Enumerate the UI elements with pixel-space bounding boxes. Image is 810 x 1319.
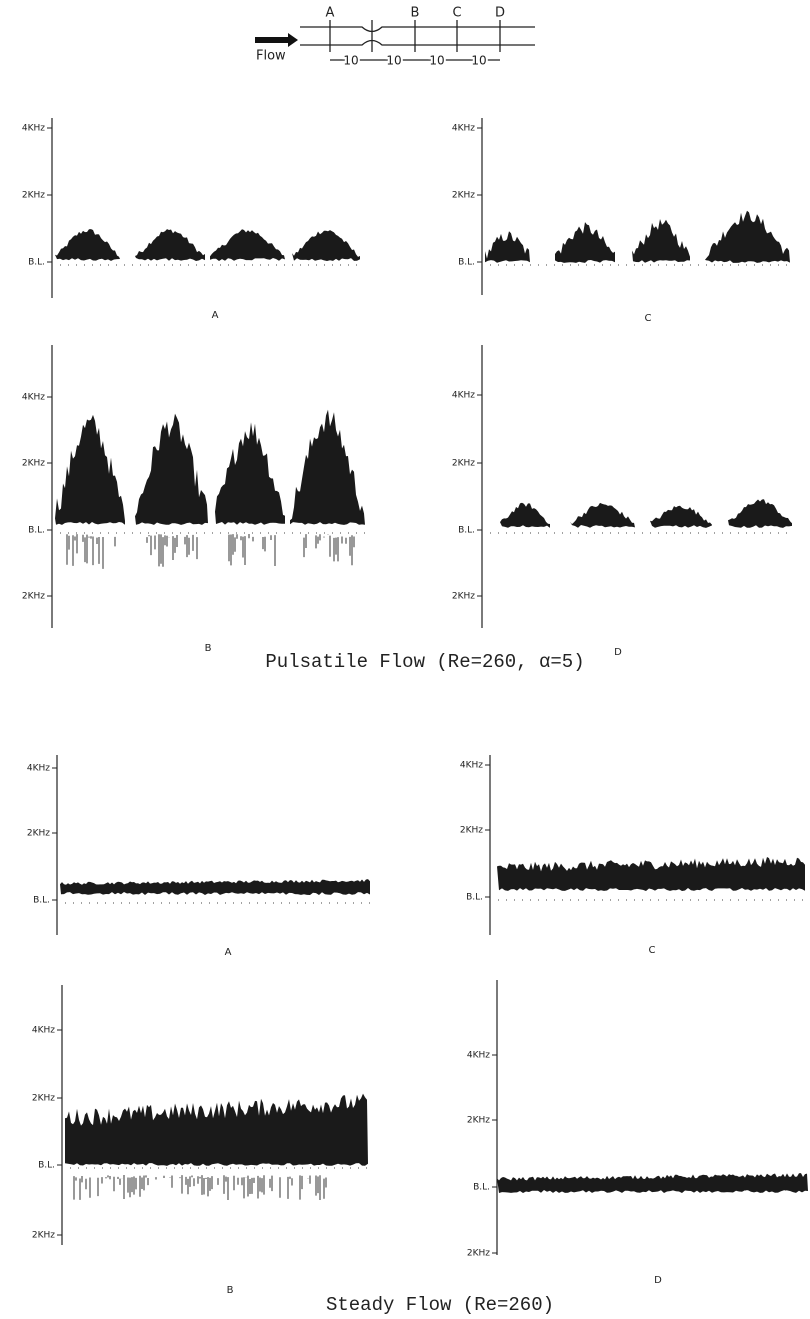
axis-label: B.L. [33, 896, 50, 906]
spectrum-trace [632, 219, 690, 263]
panel-letter: B [205, 643, 212, 654]
section-caption: Steady Flow (Re=260) [326, 1294, 554, 1316]
panel-letter: D [654, 1275, 662, 1286]
panel-letter: A [225, 947, 232, 958]
axis-label: 2KHz [467, 1249, 490, 1259]
spacing-label: 10 [386, 54, 401, 68]
axis-label: 4KHz [22, 393, 45, 403]
station-label: A [326, 6, 335, 21]
axis-label: 2KHz [22, 592, 45, 602]
axis-label: 2KHz [460, 826, 483, 836]
axis-label: B.L. [458, 526, 475, 536]
panel-letter: D [614, 647, 622, 658]
panel-letter: C [645, 313, 652, 324]
spectrum-trace [650, 505, 712, 528]
spectrum-trace [55, 229, 120, 261]
spectrum-trace [55, 414, 125, 525]
axis-label: 2KHz [22, 191, 45, 201]
stenosis-diagram [300, 20, 535, 61]
axis-label: B.L. [466, 893, 483, 903]
spectrum-panel: 4KHz 2KHz B.L. C [452, 118, 790, 324]
spectrum-trace [705, 210, 790, 263]
axis-label: B.L. [28, 258, 45, 268]
spacing-label: 10 [429, 54, 444, 68]
axis-label: 2KHz [27, 829, 50, 839]
spacing-label: 10 [343, 54, 358, 68]
spectrum-trace [215, 422, 285, 525]
axis-label: B.L. [458, 258, 475, 268]
spectrum-panel: 4KHz 2KHz B.L. 2KHz B [32, 985, 368, 1296]
spectrum-trace [135, 413, 208, 525]
axis-label: 4KHz [452, 124, 475, 134]
axis-label: 2KHz [32, 1231, 55, 1241]
spectrum-trace [497, 857, 805, 891]
station-label: C [452, 6, 461, 21]
flow-arrow [255, 33, 298, 47]
spectrum-panel: 4KHz 2KHz B.L. C [460, 755, 805, 956]
section-caption: Pulsatile Flow (Re=260, α=5) [265, 651, 584, 673]
axis-label: 4KHz [22, 124, 45, 134]
flow-label: Flow [256, 49, 286, 64]
station-label: B [411, 6, 420, 21]
spectrum-trace [292, 230, 360, 261]
axis-label: 4KHz [27, 764, 50, 774]
spectrum-panel: 4KHz 2KHz B.L. A [27, 755, 370, 958]
axis-label: 2KHz [32, 1094, 55, 1104]
spectrum-trace [135, 229, 205, 261]
panel-letter: C [649, 945, 656, 956]
spectrum-panel: 4KHz 2KHz B.L. 2KHz D [467, 980, 808, 1286]
axis-label: 2KHz [467, 1116, 490, 1126]
spectrum-trace [210, 229, 285, 261]
axis-label: B.L. [473, 1183, 490, 1193]
axis-label: 2KHz [22, 459, 45, 469]
axis-label: 4KHz [452, 391, 475, 401]
spectrum-trace [60, 879, 370, 895]
panel-letter: A [212, 310, 219, 321]
spectrum-trace [497, 1173, 808, 1193]
spectrum-trace [555, 222, 615, 263]
axis-label: B.L. [38, 1161, 55, 1171]
spacing-label: 10 [471, 54, 486, 68]
axis-label: 4KHz [467, 1051, 490, 1061]
spectrum-trace [65, 1093, 368, 1166]
axis-label: 2KHz [452, 459, 475, 469]
station-label: D [495, 6, 505, 21]
spectrum-trace [570, 502, 635, 528]
spectrum-panel: 4KHz 2KHz B.L. 2KHz D [452, 345, 792, 658]
spectrum-panel: 4KHz 2KHz B.L. A [22, 118, 360, 321]
spectrum-panel: 4KHz 2KHz B.L. 2KHz B [22, 345, 365, 654]
spectrum-trace [485, 231, 530, 263]
axis-label: 4KHz [32, 1026, 55, 1036]
axis-label: 2KHz [452, 191, 475, 201]
axis-label: B.L. [28, 526, 45, 536]
panel-letter: B [227, 1285, 234, 1296]
axis-label: 4KHz [460, 761, 483, 771]
spectrum-trace [290, 409, 365, 525]
spectrum-trace [728, 499, 792, 528]
spectrum-trace [500, 502, 550, 528]
axis-label: 2KHz [452, 592, 475, 602]
